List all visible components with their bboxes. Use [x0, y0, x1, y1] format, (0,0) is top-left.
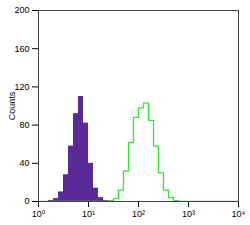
svg-text:10²: 10² [132, 209, 145, 219]
svg-text:40: 40 [19, 158, 29, 168]
svg-text:0: 0 [24, 196, 29, 206]
svg-text:10⁴: 10⁴ [232, 209, 246, 219]
svg-text:120: 120 [14, 82, 29, 92]
svg-text:10³: 10³ [182, 209, 195, 219]
svg-text:80: 80 [19, 120, 29, 130]
svg-text:10¹: 10¹ [82, 209, 95, 219]
svg-text:200: 200 [14, 5, 29, 15]
svg-text:10⁰: 10⁰ [32, 209, 46, 219]
svg-text:160: 160 [14, 44, 29, 54]
svg-text:Counts: Counts [7, 91, 17, 120]
